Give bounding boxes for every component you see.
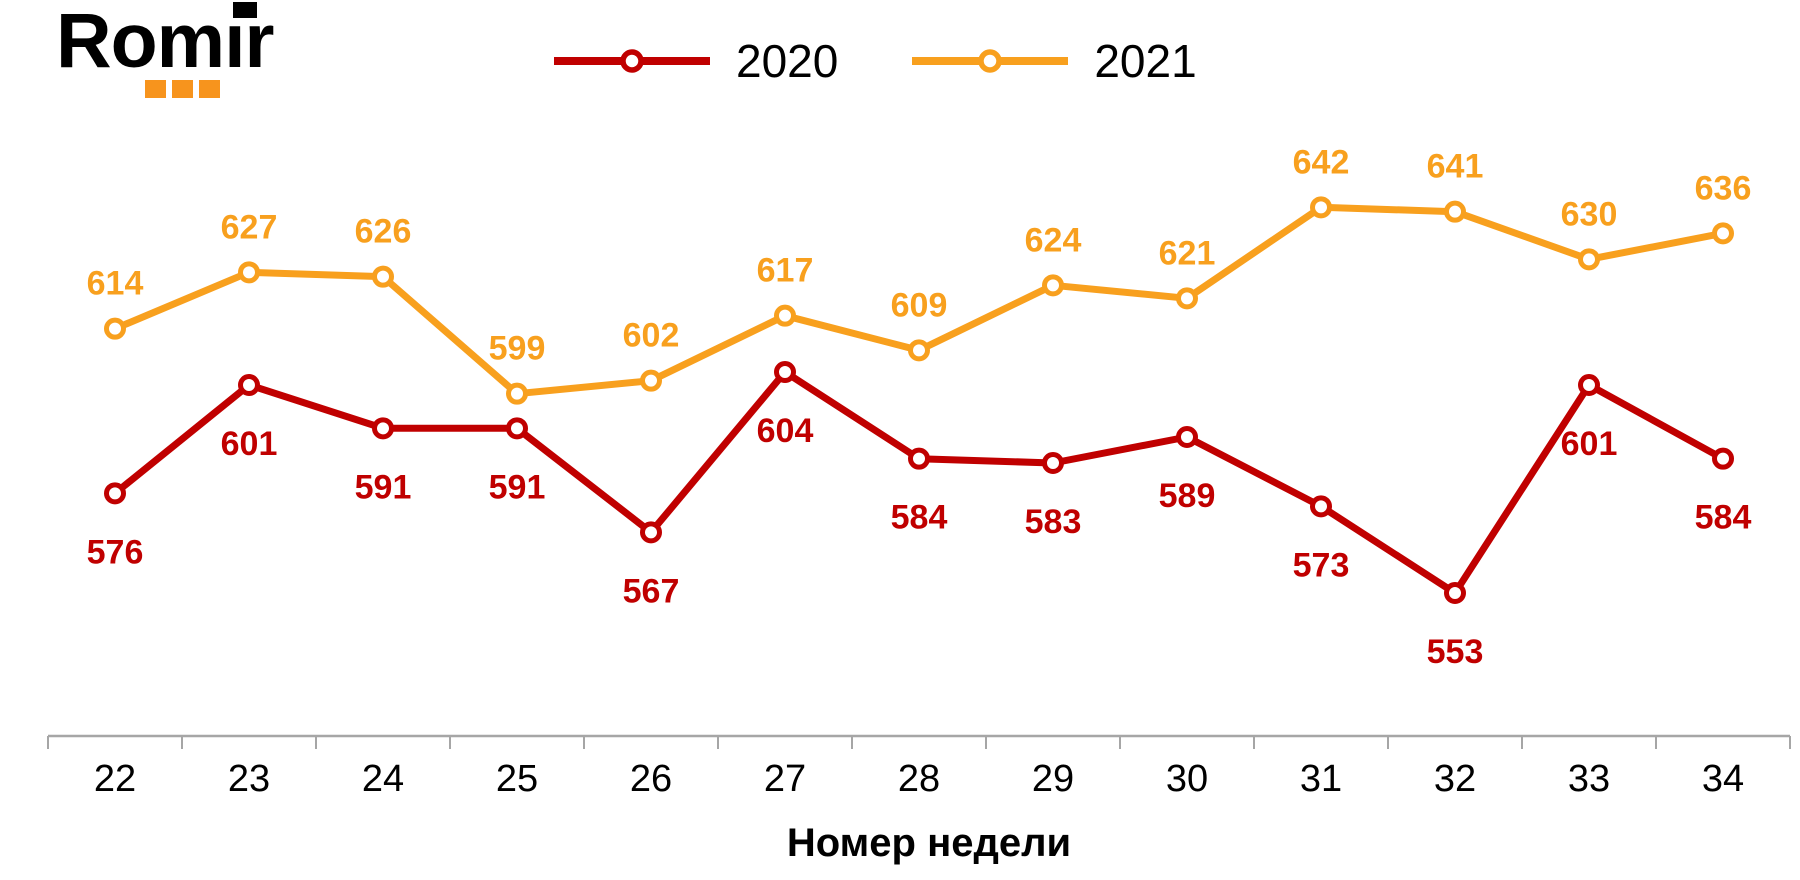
data-point-marker-2020 (1310, 495, 1332, 518)
legend-line-marker-2021 (912, 49, 1069, 74)
data-label-2021: 614 (87, 265, 144, 303)
data-point-marker-2020 (372, 417, 394, 440)
data-point-marker-2021 (774, 304, 796, 327)
data-label-2020: 601 (221, 425, 278, 463)
data-label-2020: 589 (1159, 477, 1216, 515)
x-axis-tick-label: 33 (1568, 758, 1610, 800)
data-label-2021: 627 (221, 208, 278, 246)
data-label-2021: 599 (489, 330, 546, 368)
x-axis-tick-label: 24 (362, 758, 404, 800)
data-point-marker-2020 (1042, 452, 1064, 475)
data-point-marker-2020 (238, 374, 260, 397)
data-label-2020: 601 (1561, 425, 1618, 463)
x-axis-tick-label: 34 (1702, 758, 1744, 800)
data-point-marker-2021 (1712, 222, 1734, 245)
data-point-marker-2021 (1444, 200, 1466, 223)
x-axis-tick-label: 27 (764, 758, 806, 800)
x-axis-tick-label: 31 (1300, 758, 1342, 800)
data-label-2021: 609 (891, 286, 948, 324)
data-point-marker-2021 (1176, 287, 1198, 310)
data-point-marker-2020 (506, 417, 528, 440)
legend-label-2021: 2021 (1094, 35, 1197, 87)
data-point-marker-2020 (1444, 582, 1466, 604)
x-axis-tick-label: 30 (1166, 758, 1208, 800)
data-point-marker-2020 (774, 361, 796, 384)
data-label-2020: 584 (1695, 499, 1752, 537)
logo-i-dot (233, 2, 257, 18)
data-point-marker-2021 (238, 261, 260, 284)
logo-accent-square (145, 80, 166, 98)
data-label-2020: 567 (623, 572, 680, 610)
legend-label-2020: 2020 (736, 35, 839, 87)
data-point-marker-2021 (1310, 196, 1332, 219)
logo-accent-square (172, 80, 193, 98)
legend-item-2021: 2021 (910, 35, 1197, 87)
legend-line-marker-2020 (554, 49, 710, 74)
data-point-marker-2021 (506, 382, 528, 405)
data-point-marker-2021 (1042, 274, 1064, 297)
x-axis-tick-label: 23 (228, 758, 270, 800)
romir-logo: Romır (56, 0, 275, 98)
data-label-2020: 591 (355, 468, 412, 506)
data-point-marker-2021 (640, 369, 662, 392)
data-label-2020: 591 (489, 468, 546, 506)
data-point-marker-2020 (908, 447, 930, 470)
data-label-2020: 576 (87, 533, 144, 571)
data-label-2021: 626 (355, 213, 412, 251)
data-label-2020: 553 (1427, 633, 1484, 671)
data-label-2021: 624 (1025, 221, 1082, 259)
x-axis-title: Номер недели (787, 821, 1071, 865)
chart-legend: 2020 2021 (552, 36, 1197, 87)
x-axis-tick-label: 25 (496, 758, 538, 800)
data-point-marker-2020 (1712, 447, 1734, 470)
x-axis-tick-label: 22 (94, 758, 136, 800)
data-label-2021: 642 (1293, 143, 1350, 181)
data-label-2021: 636 (1695, 169, 1752, 207)
data-point-marker-2020 (104, 482, 126, 505)
data-label-2021: 602 (623, 317, 680, 355)
data-label-2020: 573 (1293, 546, 1350, 584)
x-axis-tick-label: 32 (1434, 758, 1476, 800)
logo-accent-square (199, 80, 220, 98)
data-label-2021: 621 (1159, 234, 1216, 272)
data-label-2021: 641 (1427, 148, 1484, 186)
data-point-marker-2021 (372, 265, 394, 288)
data-point-marker-2020 (640, 521, 662, 544)
data-label-2021: 617 (757, 252, 814, 290)
data-label-2021: 630 (1561, 195, 1618, 233)
x-axis-tick-label: 28 (898, 758, 940, 800)
data-label-2020: 604 (757, 412, 814, 450)
x-axis-tick-label: 29 (1032, 758, 1074, 800)
legend-item-2020: 2020 (552, 36, 838, 87)
data-label-2020: 583 (1025, 503, 1082, 541)
data-point-marker-2020 (1578, 374, 1600, 397)
data-point-marker-2021 (908, 339, 930, 362)
data-label-2020: 584 (891, 499, 948, 537)
x-axis-tick-label: 26 (630, 758, 672, 800)
data-point-marker-2020 (1176, 426, 1198, 449)
data-point-marker-2021 (1578, 248, 1600, 271)
data-point-marker-2021 (104, 317, 126, 340)
